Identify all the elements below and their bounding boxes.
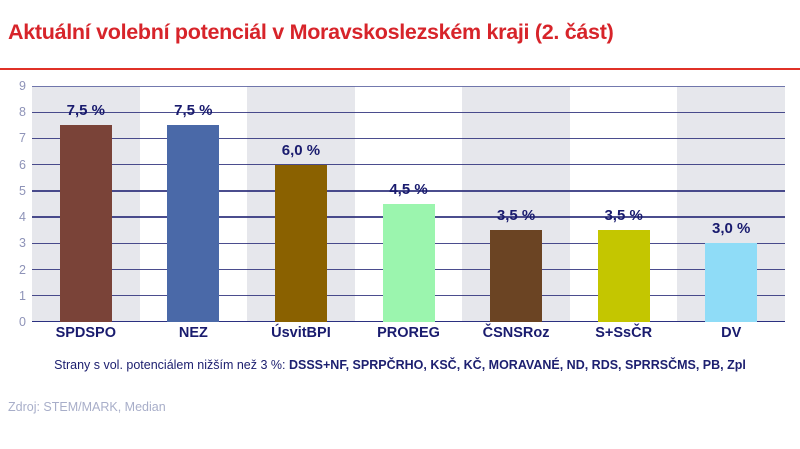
bar-value-label: 3,0 % [712,220,751,238]
gridline [32,163,785,166]
gridline [32,86,785,87]
bar-value-label: 7,5 % [66,102,105,120]
y-axis-tick-label: 9 [19,79,26,93]
footnote-lead: Strany s vol. potenciálem nižším než 3 %… [54,358,289,372]
x-axis-category-label: NEZ [178,325,208,341]
plot-area: 7,5 % 7,5 % 6,0 % 4,5 % 3,5 % 3,5 % 3,0 % [32,86,785,322]
y-axis-tick-label: 8 [19,105,26,120]
bar-value-label: 6,0 % [281,141,321,159]
bar--snsroz[interactable] [490,230,543,322]
y-axis-tick-label: 0 [19,315,26,329]
bar-value-label: 3,5 % [496,207,536,225]
bar--svitbpi[interactable] [274,164,327,322]
gridline [32,190,785,192]
x-axis-category-label: SPDSPO [55,325,116,341]
y-axis-tick-label: 2 [19,262,26,277]
y-axis-tick-label: 1 [19,288,26,303]
gridline [32,111,785,113]
y-axis-tick-label: 3 [19,236,26,251]
x-axis-category-label: PROREG [377,325,440,341]
x-axis-category-label: ČSNSRoz [482,325,550,341]
x-axis-category-label: S+SsČR [595,325,653,341]
y-axis-tick-label: 6 [19,157,26,172]
x-axis-category-label: ÚsvitBPI [271,325,331,341]
bar-s-ss-r[interactable] [597,230,650,322]
bar-spdspo[interactable] [59,125,112,322]
gridline [32,137,785,140]
bar-value-label: 4,5 % [389,181,428,198]
footnote-party-list: DSSS+NF, SPRPČRHO, KSČ, KČ, MORAVANÉ, ND… [288,358,746,372]
y-axis-tick-label: 5 [19,183,26,198]
bar-value-label: 7,5 % [174,102,213,120]
bar-value-label: 3,5 % [604,207,643,225]
page-title: Aktuální volební potenciál v Moravskosle… [8,20,614,44]
x-axis-category-label: DV [721,325,742,341]
footnote: Strany s vol. potenciálem nižším než 3 %… [0,358,800,372]
y-axis: 0 1 2 3 4 5 6 7 8 9 [0,79,30,329]
title-divider [0,68,800,70]
bar-dv[interactable] [705,243,758,322]
y-axis-tick-label: 7 [19,131,26,146]
bar-nez[interactable] [167,125,220,322]
x-axis: SPDSPO NEZ ÚsvitBPI PROREG ČSNSRoz S+SsČR DV [32,325,785,351]
bar-proreg[interactable] [382,204,435,322]
title-bar: Aktuální volební potenciál v Moravskosle… [0,0,800,72]
source-credit: Zdroj: STEM/MARK, Median [8,400,166,414]
y-axis-tick-label: 4 [19,210,26,225]
chart-plot: 0 1 2 3 4 5 6 7 8 9 7,5 % 7,5 % 6,0 % 4,5 % 3,5 % 3,5 … [0,79,800,329]
